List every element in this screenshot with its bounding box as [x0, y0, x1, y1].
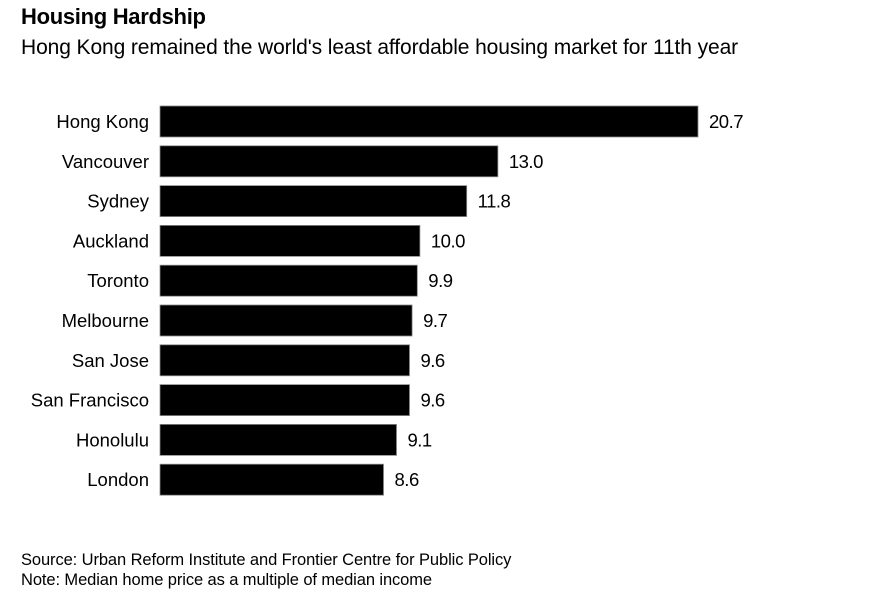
value-label: 20.7 — [709, 111, 743, 132]
value-label: 9.1 — [408, 429, 432, 450]
footnote: Note: Median home price as a multiple of… — [21, 571, 432, 589]
bar — [159, 304, 413, 337]
bar — [159, 463, 384, 496]
category-label: Melbourne — [62, 310, 149, 331]
chart-subtitle: Hong Kong remained the world's least aff… — [21, 36, 739, 59]
bar — [159, 423, 397, 456]
category-label: London — [87, 469, 149, 490]
value-label: 8.6 — [395, 469, 419, 490]
category-label: Vancouver — [62, 151, 149, 172]
bar — [159, 224, 421, 257]
value-label: 9.9 — [428, 270, 452, 291]
category-label: Sydney — [87, 191, 149, 212]
bar — [159, 264, 418, 297]
chart-title: Housing Hardship — [21, 4, 206, 29]
category-label: Toronto — [87, 270, 149, 291]
category-label: Auckland — [73, 230, 149, 251]
value-label: 13.0 — [509, 151, 543, 172]
value-label: 9.6 — [421, 350, 445, 371]
value-label: 9.6 — [421, 390, 445, 411]
category-label: San Francisco — [31, 390, 149, 411]
bar — [159, 344, 410, 377]
category-label: San Jose — [72, 350, 149, 371]
bar — [159, 185, 468, 218]
category-label: Hong Kong — [56, 111, 149, 132]
source-note: Source: Urban Reform Institute and Front… — [21, 551, 512, 569]
bar — [159, 384, 410, 417]
value-label: 11.8 — [478, 191, 511, 212]
bar — [159, 105, 699, 138]
bar — [159, 145, 499, 178]
category-label: Honolulu — [76, 429, 149, 450]
value-label: 9.7 — [423, 310, 447, 331]
value-label: 10.0 — [431, 230, 465, 251]
